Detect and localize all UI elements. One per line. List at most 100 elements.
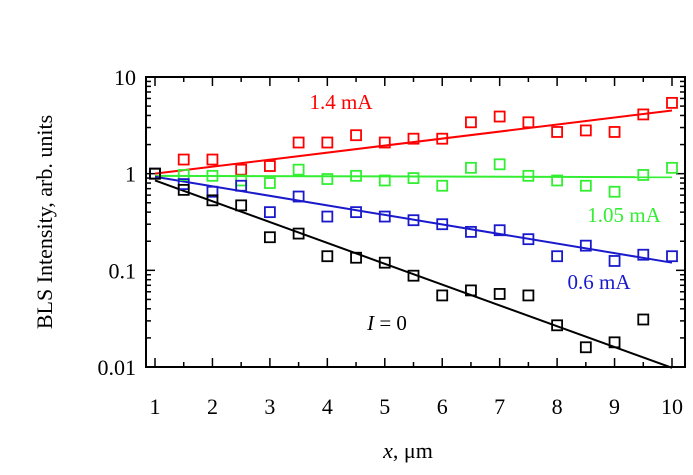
data-point <box>493 110 506 123</box>
data-point <box>465 225 477 238</box>
x-tick-label: 6 <box>437 394 448 419</box>
data-point <box>637 313 650 326</box>
fit-line <box>154 179 673 369</box>
data-point <box>637 169 650 181</box>
series-label-i-0: I = 0 <box>366 311 407 335</box>
data-point <box>407 172 420 184</box>
series-label-1-05-ma: 1.05 mA <box>587 203 661 227</box>
y-tick-label: 10 <box>114 65 136 90</box>
x-tick-label: 8 <box>552 394 563 419</box>
y-tick-label: 0.01 <box>98 355 137 380</box>
data-point <box>522 233 535 246</box>
axis-ticks <box>146 77 685 368</box>
data-point <box>522 169 535 182</box>
x-tick-labels: 1 2 3 4 5 6 7 8 9 10 <box>150 394 684 419</box>
data-point <box>436 289 449 302</box>
y-tick-labels: 10 1 0.1 0.01 <box>98 65 137 380</box>
data-point <box>551 250 564 263</box>
data-point <box>666 96 678 109</box>
data-point <box>378 210 391 223</box>
data-point <box>350 251 362 264</box>
data-point <box>378 256 391 269</box>
data-point <box>177 153 190 166</box>
data-point <box>465 284 477 297</box>
data-point <box>321 250 334 263</box>
data-point <box>493 158 506 171</box>
data-point <box>292 136 305 149</box>
x-axis-symbol: x <box>382 438 393 463</box>
x-tick-label: 1 <box>150 394 161 419</box>
data-point <box>292 190 305 203</box>
series-label-0-6-ma: 0.6 mA <box>568 270 632 294</box>
data-point <box>579 239 592 252</box>
data-point <box>149 167 161 180</box>
data-point <box>551 126 564 138</box>
data-point <box>493 288 506 300</box>
data-point <box>350 169 362 182</box>
x-axis-unit: , μm <box>393 438 433 463</box>
y-tick-label: 0.1 <box>109 258 137 283</box>
data-point <box>436 218 449 231</box>
data-point <box>436 179 449 192</box>
series-label-1-4-ma: 1.4 mA <box>310 90 374 114</box>
data-point <box>235 199 248 212</box>
data-point <box>666 250 678 263</box>
data-point <box>206 153 219 166</box>
data-point <box>465 161 477 174</box>
data-point <box>263 206 276 219</box>
data-point <box>321 173 334 185</box>
data-point <box>637 108 650 121</box>
fit-lines <box>154 109 673 369</box>
data-point <box>263 160 276 172</box>
data-point <box>465 116 477 129</box>
data-point <box>206 169 219 182</box>
data-point <box>608 336 621 349</box>
data-point <box>608 185 621 198</box>
data-point <box>235 179 248 192</box>
data-point <box>666 161 678 174</box>
data-point <box>350 129 362 142</box>
x-tick-label: 7 <box>494 394 505 419</box>
data-point <box>321 136 334 149</box>
data-point <box>235 163 248 176</box>
data-point <box>436 132 449 145</box>
data-point <box>407 269 420 282</box>
data-markers <box>149 96 678 354</box>
y-axis-title: BLS Intensity, arb. units <box>32 115 57 329</box>
data-point <box>551 174 564 187</box>
data-point <box>177 183 190 196</box>
x-tick-label: 5 <box>379 394 390 419</box>
data-point <box>522 116 535 129</box>
fit-line <box>154 109 673 175</box>
data-point <box>378 136 391 149</box>
data-point <box>579 124 592 137</box>
data-point <box>493 224 506 237</box>
data-point <box>263 231 276 244</box>
data-point <box>378 174 391 187</box>
fit-line <box>154 174 673 179</box>
y-tick-label: 1 <box>125 162 136 187</box>
data-point <box>350 206 362 219</box>
data-point <box>551 319 564 332</box>
x-tick-label: 10 <box>661 394 683 419</box>
data-point <box>608 255 621 267</box>
data-point <box>522 289 535 302</box>
data-point <box>321 210 334 223</box>
data-point <box>407 132 420 145</box>
data-point <box>579 341 592 354</box>
data-point <box>292 227 305 240</box>
x-tick-label: 2 <box>207 394 218 419</box>
data-point <box>206 185 219 198</box>
data-point <box>579 179 592 192</box>
series-label-i-value: = 0 <box>374 311 407 335</box>
x-tick-label: 3 <box>264 394 275 419</box>
data-point <box>206 194 219 207</box>
data-point <box>263 177 276 189</box>
data-point <box>608 126 621 138</box>
x-tick-label: 9 <box>609 394 620 419</box>
data-point <box>292 163 305 176</box>
series-label-i-symbol: I <box>366 311 375 335</box>
x-axis-title: x, μm <box>382 438 433 463</box>
plot-frame <box>145 76 686 368</box>
